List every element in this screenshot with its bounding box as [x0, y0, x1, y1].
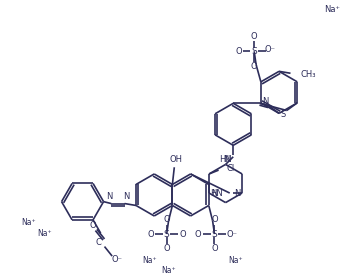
- Text: O: O: [163, 244, 170, 253]
- Text: O⁻: O⁻: [226, 230, 237, 239]
- Text: HN: HN: [210, 189, 223, 198]
- Text: N: N: [234, 189, 240, 198]
- Text: N: N: [262, 97, 269, 106]
- Text: N: N: [106, 192, 112, 201]
- Text: N: N: [123, 192, 130, 201]
- Text: Na⁺: Na⁺: [324, 5, 341, 14]
- Text: Na⁺: Na⁺: [161, 266, 176, 274]
- Text: O: O: [251, 32, 258, 41]
- Text: OH: OH: [170, 155, 183, 164]
- Text: O: O: [236, 47, 242, 56]
- Text: S: S: [164, 230, 169, 239]
- Text: O: O: [147, 230, 154, 239]
- Text: Na⁺: Na⁺: [22, 218, 36, 227]
- Text: O: O: [211, 215, 218, 224]
- Text: O: O: [180, 230, 186, 239]
- Text: O⁻: O⁻: [111, 255, 122, 264]
- Text: O: O: [195, 230, 202, 239]
- Text: S: S: [251, 47, 257, 56]
- Text: Na⁺: Na⁺: [228, 256, 243, 265]
- Text: O: O: [251, 62, 258, 71]
- Text: O⁻: O⁻: [265, 45, 276, 54]
- Text: C: C: [96, 238, 102, 247]
- Text: Na⁺: Na⁺: [142, 256, 157, 265]
- Text: O: O: [90, 221, 96, 230]
- Text: S: S: [280, 110, 286, 119]
- Text: N: N: [211, 189, 217, 198]
- Text: CH₃: CH₃: [300, 70, 316, 79]
- Text: Na⁺: Na⁺: [37, 229, 51, 238]
- Text: O: O: [163, 215, 170, 224]
- Text: O: O: [211, 244, 218, 253]
- Text: Cl: Cl: [226, 164, 234, 173]
- Text: HN: HN: [219, 155, 232, 164]
- Text: S: S: [212, 230, 217, 239]
- Text: N: N: [223, 155, 230, 164]
